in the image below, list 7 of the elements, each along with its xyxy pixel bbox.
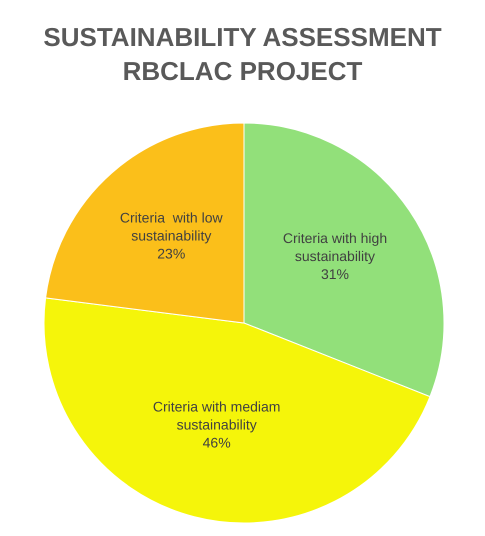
slice-label: Criteria with high sustainability [282, 230, 388, 264]
data-label: 23% [157, 245, 186, 262]
data-label: 46% [202, 434, 231, 451]
slice-label: Criteria with mediam sustainability [152, 398, 280, 433]
slice-label: Criteria with low sustainability [120, 209, 224, 244]
data-label: 31% [320, 266, 349, 282]
chart-title: SUSTAINABILITY ASSESSMENT RBCLAC PROJECT [43, 22, 442, 86]
